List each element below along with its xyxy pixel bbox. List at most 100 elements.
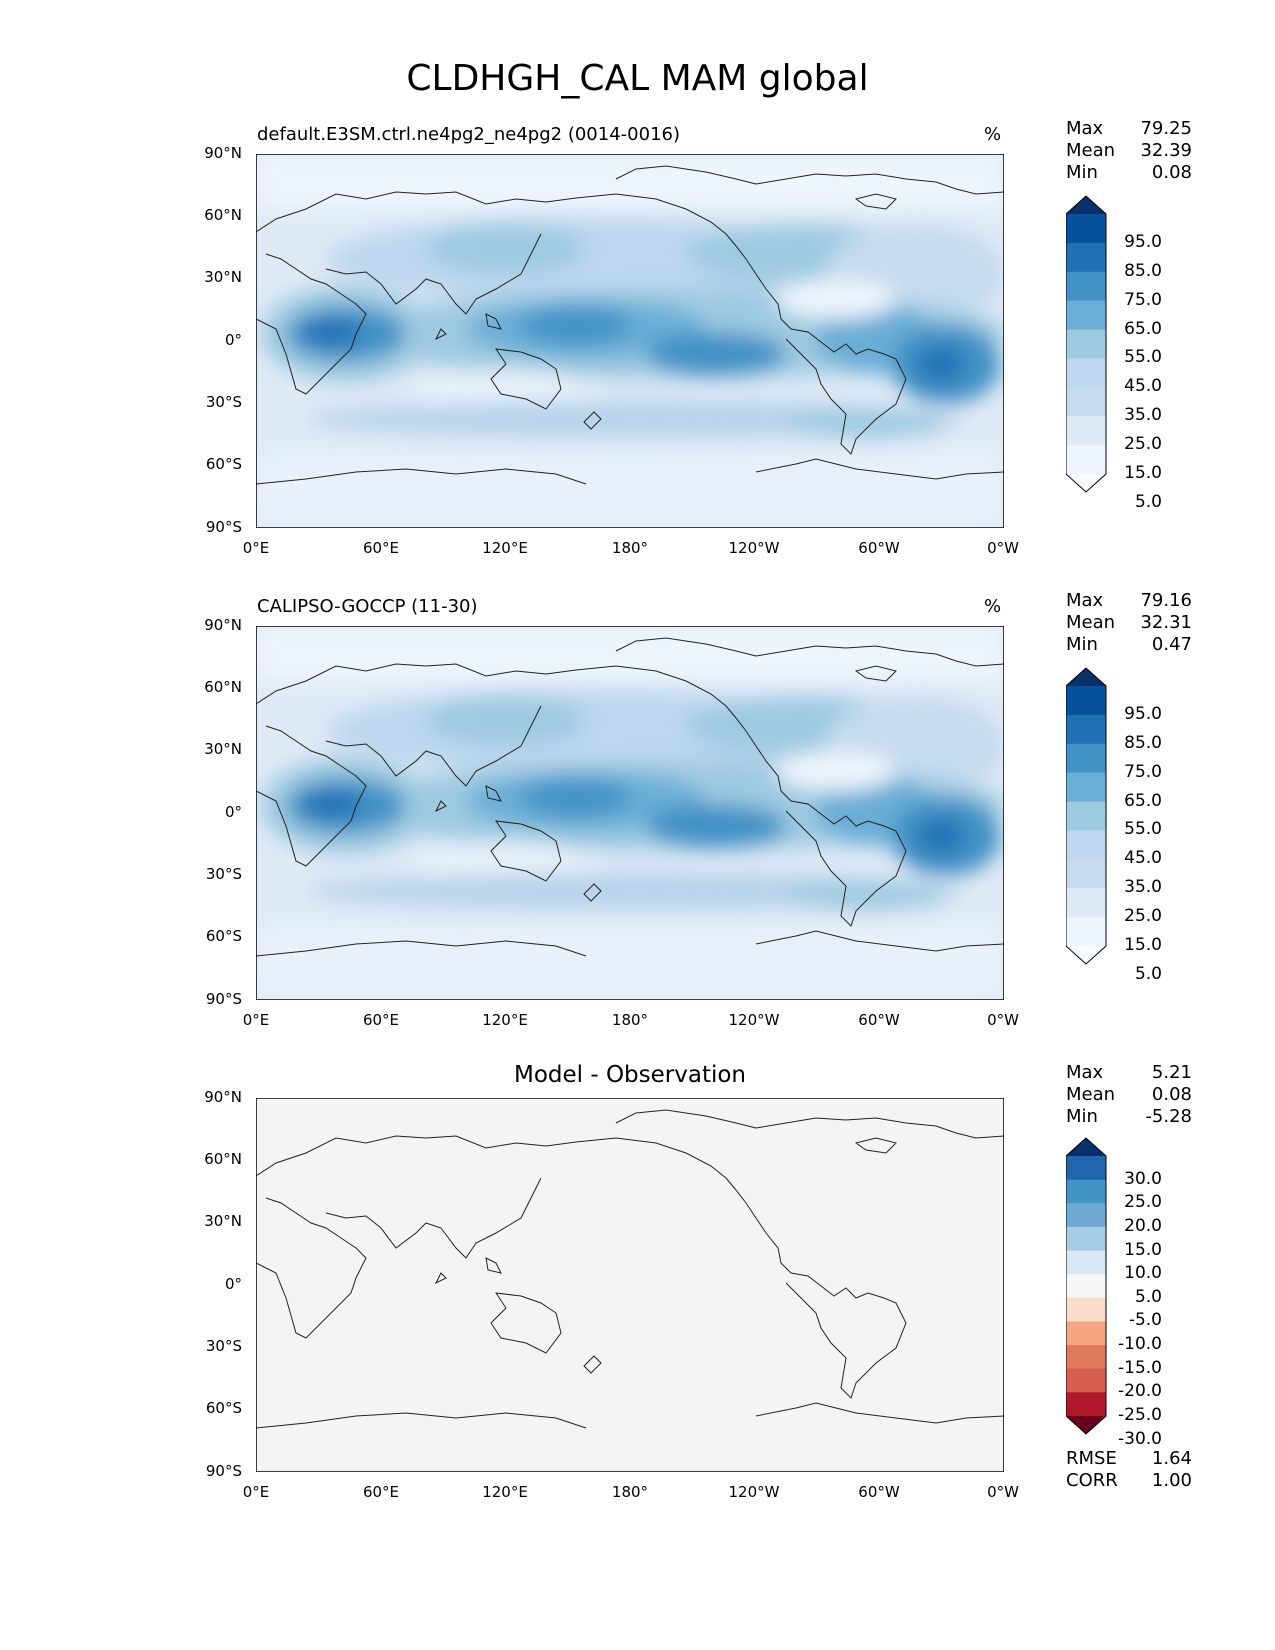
colorbar-segment	[1066, 445, 1106, 475]
mean-label: Mean	[1066, 1084, 1116, 1105]
units-label: %	[984, 596, 1002, 617]
units-label: %	[984, 124, 1002, 145]
mean-label: Mean	[1066, 612, 1116, 633]
mean-value: 32.39	[1140, 140, 1192, 161]
min-value: 0.08	[1151, 162, 1192, 183]
colorbar-extend-min	[1066, 474, 1106, 492]
colorbar-segment	[1066, 1226, 1106, 1252]
colorbar-tick-label: -15.0	[1118, 1357, 1162, 1378]
x-tick: 0°W	[987, 539, 1019, 557]
map-plot-observation	[256, 626, 1004, 1000]
x-tick: 120°E	[482, 1011, 528, 1029]
cloud-field	[256, 626, 1004, 1000]
y-tick: 60°S	[205, 455, 242, 473]
colorbar-tick-label: 95.0	[1124, 703, 1162, 724]
y-tick: 90°N	[204, 616, 242, 634]
colorbar-outline	[1066, 1137, 1107, 1435]
x-tick: 60°W	[858, 539, 900, 557]
colorbar-tick-label: 35.0	[1124, 877, 1162, 898]
max-label: Max	[1066, 590, 1104, 611]
colorbar-tick-label: 25.0	[1124, 906, 1162, 927]
min-label: Min	[1066, 1106, 1098, 1127]
corr-value: 1.00	[1151, 1470, 1192, 1491]
colorbar-segment	[1066, 300, 1106, 331]
max-label: Max	[1066, 1062, 1104, 1083]
colorbar-tick-label: -25.0	[1118, 1405, 1162, 1425]
mean-label: Mean	[1066, 140, 1116, 161]
y-tick: 30°N	[204, 1212, 242, 1230]
colorbar-segment	[1066, 1392, 1106, 1417]
x-tick: 0°E	[242, 539, 270, 557]
colorbar-segment	[1066, 1345, 1106, 1370]
colorbar-tick-label: 25.0	[1124, 434, 1162, 455]
colorbar-segment	[1066, 1179, 1106, 1204]
map-plot-model	[256, 154, 1004, 528]
colorbar-segment	[1066, 1156, 1106, 1181]
colorbar-segment	[1066, 743, 1106, 774]
coastlines	[256, 1109, 1004, 1429]
y-tick: 90°S	[205, 518, 242, 536]
colorbar-tick-label: -5.0	[1128, 1310, 1162, 1331]
x-tick: 120°E	[482, 1483, 528, 1501]
min-value: -5.28	[1145, 1106, 1192, 1127]
colorbar-extend-min	[1066, 946, 1106, 964]
max-value: 79.16	[1140, 590, 1192, 611]
colorbar-segment	[1066, 1368, 1106, 1393]
colorbar-extend-min	[1066, 1416, 1106, 1434]
colorbar-tick-label: 15.0	[1124, 1239, 1162, 1260]
x-tick: 60°W	[858, 1483, 900, 1501]
colorbar-tick-label: 45.0	[1124, 848, 1162, 869]
mean-value: 0.08	[1151, 1084, 1192, 1105]
colorbar-segment	[1066, 214, 1106, 244]
colorbar-tick-label: 85.0	[1124, 732, 1162, 753]
y-tick: 60°N	[204, 206, 242, 224]
x-tick: 60°W	[858, 1011, 900, 1029]
y-tick: 90°S	[205, 990, 242, 1008]
y-tick: 60°N	[204, 1150, 242, 1168]
colorbar-tick-label: 55.0	[1124, 347, 1162, 368]
colorbar-segment	[1066, 1321, 1106, 1346]
colorbar-tick-label: 45.0	[1124, 376, 1162, 397]
colorbar-segment	[1066, 801, 1106, 831]
colorbar-segment	[1066, 1250, 1106, 1275]
colorbar-tick-label: 5.0	[1134, 1286, 1162, 1307]
colorbar-segment	[1066, 416, 1106, 446]
y-tick: 30°S	[205, 393, 242, 411]
colorbar-tick-label: 85.0	[1124, 260, 1162, 281]
colorbar-segment	[1066, 242, 1106, 273]
colorbar-tick-label: 10.0	[1124, 1263, 1162, 1284]
rmse-label: RMSE	[1066, 1448, 1117, 1469]
y-tick: 0°	[224, 331, 242, 349]
panel-title: CALIPSO-GOCCP (11-30)	[257, 596, 478, 617]
y-tick: 90°N	[204, 144, 242, 162]
colorbar-tick-label: 55.0	[1124, 819, 1162, 840]
colorbar-tick-label: 65.0	[1124, 318, 1162, 339]
colorbar-tick-label: 95.0	[1124, 231, 1162, 252]
colorbar-tick-label: 65.0	[1124, 790, 1162, 811]
y-tick: 30°S	[205, 1337, 242, 1355]
max-label: Max	[1066, 118, 1104, 139]
y-tick: 60°N	[204, 678, 242, 696]
colorbar-extend-max	[1066, 196, 1106, 214]
colorbar-segment	[1066, 329, 1106, 359]
y-tick: 30°S	[205, 865, 242, 883]
colorbar-tick-label: 35.0	[1124, 405, 1162, 426]
colorbar-tick-label: -20.0	[1118, 1381, 1162, 1402]
cloud-field	[256, 154, 1004, 528]
colorbar	[1066, 1137, 1107, 1435]
panel-title: default.E3SM.ctrl.ne4pg2_ne4pg2 (0014-00…	[257, 124, 680, 145]
min-label: Min	[1066, 634, 1098, 655]
colorbar-segment	[1066, 830, 1106, 860]
x-tick: 60°E	[362, 539, 400, 557]
y-tick: 60°S	[205, 927, 242, 945]
y-tick: 60°S	[205, 1399, 242, 1417]
colorbar-segment	[1066, 358, 1106, 388]
colorbar	[1066, 195, 1107, 493]
x-tick: 0°W	[987, 1011, 1019, 1029]
colorbar-tick-label: 75.0	[1124, 761, 1162, 782]
colorbar-segment	[1066, 686, 1106, 716]
max-value: 79.25	[1140, 118, 1192, 139]
map-plot-difference	[256, 1098, 1004, 1472]
colorbar-outline	[1066, 667, 1107, 965]
colorbar-tick-label: 20.0	[1124, 1215, 1162, 1236]
